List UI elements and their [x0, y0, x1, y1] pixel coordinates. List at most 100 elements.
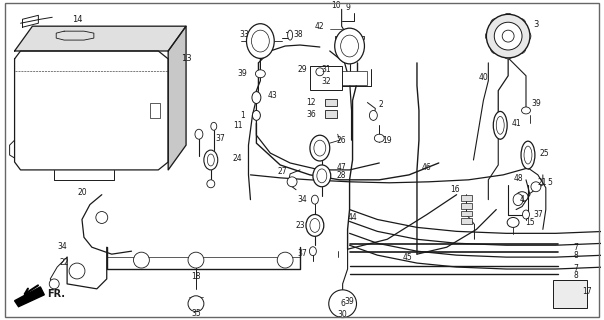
Text: 40: 40 — [478, 73, 488, 82]
Text: 46: 46 — [422, 164, 432, 172]
Ellipse shape — [312, 195, 318, 204]
Ellipse shape — [288, 30, 292, 40]
Circle shape — [277, 252, 293, 268]
Text: 39: 39 — [345, 297, 355, 306]
Bar — [332, 71, 367, 85]
Ellipse shape — [496, 116, 504, 134]
Ellipse shape — [522, 210, 530, 219]
Bar — [325, 110, 336, 118]
Text: 19: 19 — [382, 136, 392, 145]
Ellipse shape — [335, 28, 364, 64]
Ellipse shape — [490, 44, 501, 54]
Ellipse shape — [516, 192, 528, 202]
Ellipse shape — [503, 13, 513, 23]
Circle shape — [329, 290, 356, 317]
Circle shape — [50, 279, 59, 289]
Text: 48: 48 — [513, 174, 523, 183]
Text: 44: 44 — [348, 213, 358, 222]
Bar — [461, 211, 472, 217]
Text: 7: 7 — [573, 264, 578, 273]
Text: 37: 37 — [297, 249, 307, 258]
Text: 30: 30 — [338, 310, 347, 319]
Circle shape — [188, 296, 204, 312]
Text: 7: 7 — [573, 243, 578, 252]
Ellipse shape — [516, 19, 525, 28]
Ellipse shape — [251, 30, 269, 52]
Ellipse shape — [341, 35, 359, 57]
Bar — [461, 195, 472, 201]
Text: 11: 11 — [233, 121, 242, 130]
Text: 35: 35 — [191, 309, 201, 318]
Ellipse shape — [486, 31, 495, 41]
Ellipse shape — [524, 146, 532, 164]
Circle shape — [531, 182, 541, 192]
Bar — [553, 280, 588, 308]
Circle shape — [96, 212, 108, 223]
Text: 37: 37 — [216, 134, 226, 143]
Polygon shape — [14, 287, 44, 307]
Text: 28: 28 — [337, 171, 347, 180]
Ellipse shape — [313, 165, 331, 187]
Ellipse shape — [521, 31, 531, 41]
Bar — [150, 102, 160, 118]
Ellipse shape — [370, 110, 378, 120]
Text: 12: 12 — [306, 98, 316, 107]
Ellipse shape — [336, 305, 344, 312]
Ellipse shape — [195, 129, 203, 139]
Text: 45: 45 — [402, 252, 412, 262]
Polygon shape — [14, 26, 186, 51]
Text: 41: 41 — [511, 119, 521, 128]
Ellipse shape — [207, 154, 214, 166]
Text: 8: 8 — [573, 271, 578, 280]
Text: 1: 1 — [240, 111, 245, 120]
Circle shape — [188, 252, 204, 268]
Text: FR.: FR. — [47, 289, 65, 299]
Text: 3: 3 — [533, 20, 539, 29]
Text: 38: 38 — [293, 30, 303, 39]
Ellipse shape — [204, 150, 218, 170]
Text: 24: 24 — [233, 154, 242, 163]
Ellipse shape — [309, 247, 316, 256]
Text: 43: 43 — [268, 91, 277, 100]
Text: 29: 29 — [297, 65, 307, 74]
Bar — [325, 99, 336, 107]
Ellipse shape — [513, 194, 523, 205]
Ellipse shape — [507, 218, 519, 228]
Ellipse shape — [246, 24, 274, 59]
Text: 21: 21 — [537, 178, 547, 187]
Text: 2: 2 — [379, 100, 384, 109]
Ellipse shape — [516, 44, 525, 54]
Ellipse shape — [310, 135, 330, 161]
Ellipse shape — [211, 122, 217, 130]
Circle shape — [287, 177, 297, 187]
Text: 13: 13 — [181, 54, 191, 63]
Bar — [310, 66, 342, 90]
Text: 26: 26 — [337, 136, 347, 145]
Ellipse shape — [521, 141, 535, 169]
Text: 42: 42 — [315, 22, 325, 31]
Circle shape — [69, 263, 85, 279]
Polygon shape — [168, 26, 186, 170]
Text: 31: 31 — [321, 65, 330, 74]
Ellipse shape — [503, 49, 513, 59]
Circle shape — [502, 30, 514, 42]
Text: 34: 34 — [297, 195, 307, 204]
Ellipse shape — [255, 70, 265, 78]
Text: 5: 5 — [547, 178, 552, 187]
Text: 34: 34 — [57, 242, 67, 251]
Circle shape — [486, 14, 530, 58]
Text: 39: 39 — [531, 99, 541, 108]
Ellipse shape — [306, 214, 324, 236]
Text: 17: 17 — [583, 287, 593, 296]
Text: 32: 32 — [321, 77, 330, 86]
Text: 39: 39 — [237, 69, 248, 78]
Ellipse shape — [521, 107, 530, 114]
Ellipse shape — [310, 219, 320, 232]
Bar — [461, 203, 472, 209]
Text: 4: 4 — [519, 195, 524, 204]
Text: 27: 27 — [277, 167, 287, 176]
Ellipse shape — [374, 134, 384, 142]
Bar — [461, 219, 472, 224]
Ellipse shape — [252, 110, 260, 120]
Text: 23: 23 — [295, 221, 305, 230]
